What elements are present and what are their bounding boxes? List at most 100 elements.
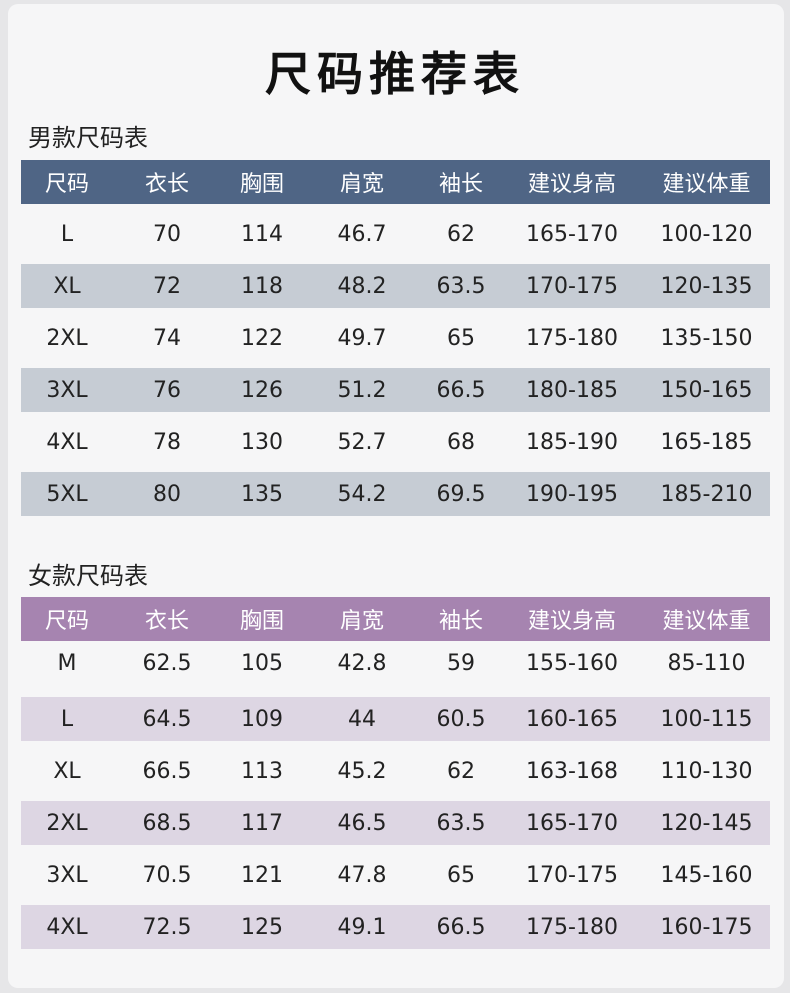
cell-height: 170-175 xyxy=(526,862,618,888)
female-table-header: 尺码 衣长 胸围 肩宽 袖长 建议身高 建议体重 xyxy=(21,597,770,641)
cell-height: 160-165 xyxy=(526,706,618,732)
header-cell-size: 尺码 xyxy=(44,172,89,197)
cell-length: 76 xyxy=(153,377,181,403)
header-cell-length: 衣长 xyxy=(144,609,189,634)
table-row: L 64.5 109 44 60.5 160-165 100-115 xyxy=(21,697,770,741)
cell-size: 2XL xyxy=(46,325,88,351)
cell-shoulder: 46.5 xyxy=(337,810,387,836)
cell-chest: 114 xyxy=(241,221,283,247)
cell-size: M xyxy=(57,650,77,676)
cell-size: XL xyxy=(53,758,81,784)
cell-weight: 100-120 xyxy=(660,221,753,247)
female-section-label: 女款尺码表 xyxy=(28,562,148,590)
header-cell-chest: 胸围 xyxy=(239,609,284,634)
cell-weight: 85-110 xyxy=(667,650,746,676)
cell-sleeve: 68 xyxy=(447,429,475,455)
table-row: XL 66.5 113 45.2 62 163-168 110-130 xyxy=(21,749,770,793)
cell-shoulder: 49.7 xyxy=(337,325,387,351)
header-cell-length: 衣长 xyxy=(144,172,189,197)
female-size-table: 尺码 衣长 胸围 肩宽 袖长 建议身高 建议体重 M 62.5 105 42.8… xyxy=(21,597,770,949)
header-cell-size: 尺码 xyxy=(44,609,89,634)
header-cell-shoulder: 肩宽 xyxy=(339,609,384,634)
cell-size: 3XL xyxy=(46,862,88,888)
cell-shoulder: 44 xyxy=(348,706,376,732)
cell-length: 74 xyxy=(153,325,181,351)
cell-height: 175-180 xyxy=(526,914,618,940)
cell-chest: 105 xyxy=(241,650,283,676)
cell-chest: 117 xyxy=(241,810,283,836)
cell-height: 180-185 xyxy=(526,377,618,403)
cell-shoulder: 47.8 xyxy=(337,862,387,888)
male-section-label: 男款尺码表 xyxy=(28,124,148,152)
cell-height: 185-190 xyxy=(526,429,618,455)
header-cell-chest: 胸围 xyxy=(239,172,284,197)
cell-sleeve: 65 xyxy=(447,862,475,888)
cell-weight: 135-150 xyxy=(660,325,753,351)
cell-shoulder: 46.7 xyxy=(337,221,387,247)
cell-height: 165-170 xyxy=(526,221,618,247)
cell-sleeve: 62 xyxy=(447,221,475,247)
cell-length: 72.5 xyxy=(142,914,192,940)
cell-sleeve: 59 xyxy=(447,650,475,676)
table-row: 3XL 70.5 121 47.8 65 170-175 145-160 xyxy=(21,853,770,897)
cell-sleeve: 60.5 xyxy=(436,706,486,732)
table-row: 2XL 68.5 117 46.5 63.5 165-170 120-145 xyxy=(21,801,770,845)
cell-size: L xyxy=(60,221,74,247)
cell-weight: 120-145 xyxy=(660,810,753,836)
cell-shoulder: 42.8 xyxy=(337,650,387,676)
cell-chest: 135 xyxy=(241,481,283,507)
cell-height: 175-180 xyxy=(526,325,618,351)
cell-length: 70.5 xyxy=(142,862,192,888)
cell-length: 72 xyxy=(153,273,181,299)
cell-weight: 100-115 xyxy=(660,706,753,732)
header-cell-shoulder: 肩宽 xyxy=(339,172,384,197)
cell-length: 80 xyxy=(153,481,181,507)
cell-weight: 120-135 xyxy=(660,273,753,299)
cell-weight: 165-185 xyxy=(660,429,753,455)
cell-chest: 125 xyxy=(241,914,283,940)
cell-height: 155-160 xyxy=(526,650,618,676)
table-row: 3XL 76 126 51.2 66.5 180-185 150-165 xyxy=(21,368,770,412)
cell-height: 170-175 xyxy=(526,273,618,299)
header-cell-weight: 建议体重 xyxy=(662,609,751,634)
cell-size: L xyxy=(60,706,74,732)
cell-size: 5XL xyxy=(46,481,88,507)
cell-shoulder: 49.1 xyxy=(337,914,387,940)
cell-length: 66.5 xyxy=(142,758,192,784)
cell-sleeve: 66.5 xyxy=(436,377,486,403)
cell-height: 165-170 xyxy=(526,810,618,836)
cell-sleeve: 62 xyxy=(447,758,475,784)
cell-length: 64.5 xyxy=(142,706,192,732)
cell-weight: 145-160 xyxy=(660,862,753,888)
cell-weight: 110-130 xyxy=(660,758,753,784)
cell-shoulder: 48.2 xyxy=(337,273,387,299)
cell-sleeve: 66.5 xyxy=(436,914,486,940)
cell-sleeve: 69.5 xyxy=(436,481,486,507)
table-row: 2XL 74 122 49.7 65 175-180 135-150 xyxy=(21,316,770,360)
cell-size: 4XL xyxy=(46,914,88,940)
cell-chest: 118 xyxy=(241,273,283,299)
cell-size: 3XL xyxy=(46,377,88,403)
cell-chest: 109 xyxy=(241,706,283,732)
cell-weight: 160-175 xyxy=(660,914,753,940)
cell-chest: 122 xyxy=(241,325,283,351)
male-table-header: 尺码 衣长 胸围 肩宽 袖长 建议身高 建议体重 xyxy=(21,160,770,204)
cell-sleeve: 63.5 xyxy=(436,810,486,836)
table-row: XL 72 118 48.2 63.5 170-175 120-135 xyxy=(21,264,770,308)
cell-sleeve: 65 xyxy=(447,325,475,351)
table-row: 5XL 80 135 54.2 69.5 190-195 185-210 xyxy=(21,472,770,516)
table-row: L 70 114 46.7 62 165-170 100-120 xyxy=(21,212,770,256)
cell-length: 70 xyxy=(153,221,181,247)
cell-height: 163-168 xyxy=(526,758,618,784)
table-row: 4XL 78 130 52.7 68 185-190 165-185 xyxy=(21,420,770,464)
cell-length: 78 xyxy=(153,429,181,455)
cell-chest: 113 xyxy=(241,758,283,784)
page-title: 尺码推荐表 xyxy=(265,47,525,101)
table-row: M 62.5 105 42.8 59 155-160 85-110 xyxy=(21,641,770,685)
table-row: 4XL 72.5 125 49.1 66.5 175-180 160-175 xyxy=(21,905,770,949)
cell-height: 190-195 xyxy=(526,481,618,507)
cell-weight: 185-210 xyxy=(660,481,753,507)
cell-chest: 130 xyxy=(241,429,283,455)
cell-shoulder: 51.2 xyxy=(337,377,387,403)
cell-sleeve: 63.5 xyxy=(436,273,486,299)
